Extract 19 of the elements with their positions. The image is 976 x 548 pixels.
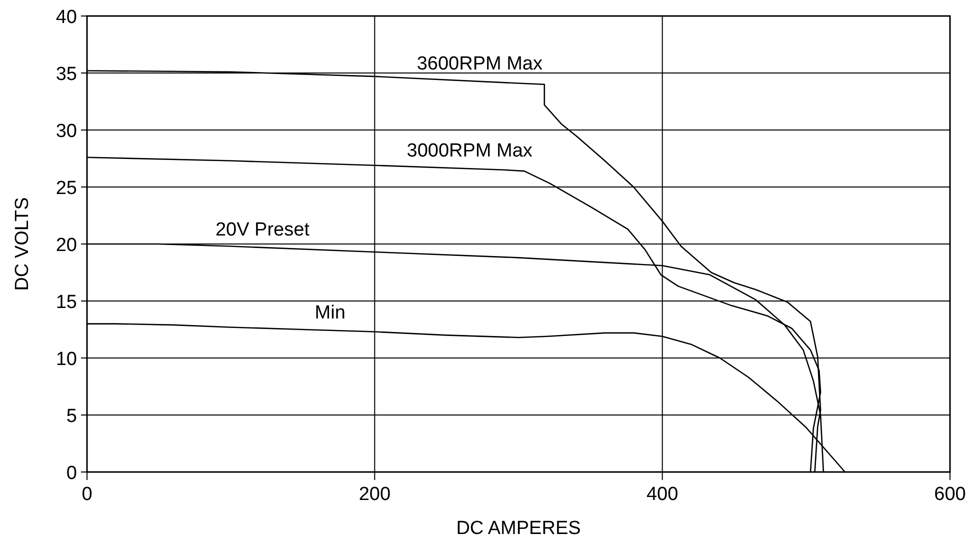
y-tick-label: 30: [56, 121, 77, 142]
y-tick-label: 25: [56, 178, 77, 199]
y-tick-label: 15: [56, 292, 77, 313]
y-tick-label: 0: [66, 463, 77, 484]
x-tick-label: 200: [358, 484, 391, 505]
series-label: 3000RPM Max: [406, 140, 533, 162]
y-axis-title: DC VOLTS: [12, 197, 33, 291]
series-label: 3600RPM Max: [416, 53, 543, 74]
y-tick-label: 35: [56, 64, 77, 85]
y-tick-label: 20: [56, 235, 77, 256]
x-tick-label: 0: [82, 484, 92, 505]
y-tick-label: 5: [66, 406, 77, 427]
x-tick-label: 400: [646, 484, 678, 505]
y-tick-label: 40: [56, 7, 77, 28]
x-axis-title: DC AMPERES: [456, 518, 581, 539]
x-tick-label: 600: [934, 484, 966, 505]
series-label: Min: [314, 302, 346, 324]
series-label: 20V Preset: [215, 220, 310, 241]
y-tick-label: 10: [56, 349, 77, 370]
